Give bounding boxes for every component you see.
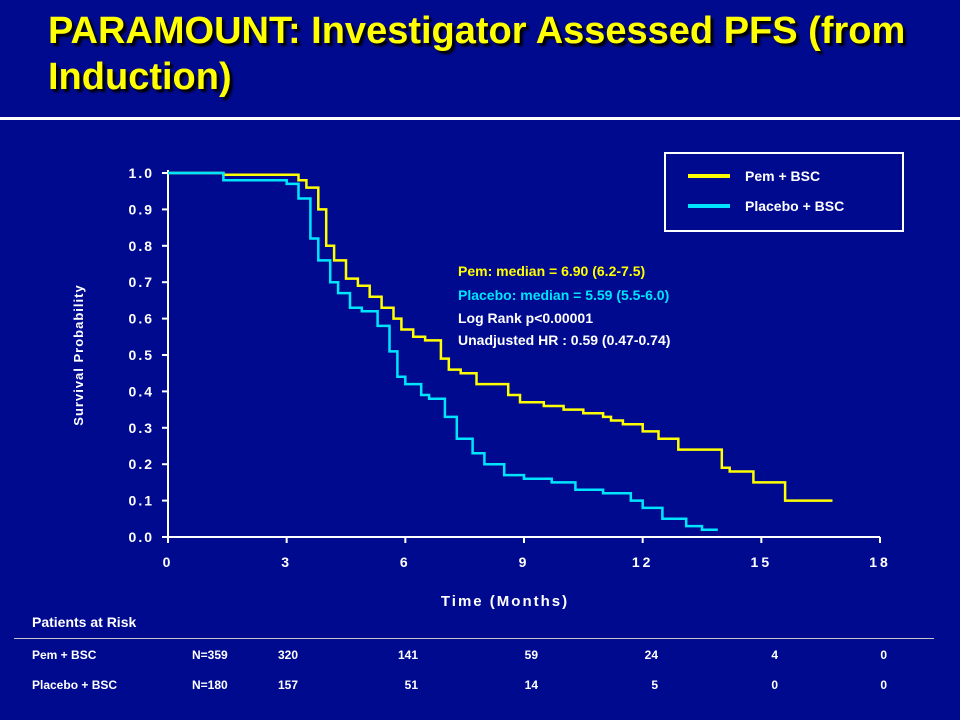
risk-count: 141 xyxy=(397,648,418,662)
y-tick-label: 0.3 xyxy=(129,420,154,436)
y-tick-label: 0.2 xyxy=(129,456,154,472)
x-tick-label: 3 xyxy=(281,554,292,570)
legend-label-pem: Pem + BSC xyxy=(745,168,820,184)
y-tick-label: 0.9 xyxy=(129,201,154,217)
y-tick-label: 0.5 xyxy=(129,347,154,363)
series-line-pem xyxy=(168,171,833,502)
risk-count-baseline: N=359 xyxy=(192,648,228,662)
x-tick-label: 9 xyxy=(519,554,530,570)
risk-row-label: Placebo + BSC xyxy=(32,678,118,692)
chart-axes: 0.0 0.1 0.2 0.3 0.4 0.5 0.6 0.7 0.8 0.9 1.0 0 3 6 9 12 1… xyxy=(129,165,891,570)
y-tick-label: 1.0 xyxy=(129,165,154,181)
risk-count: 0 xyxy=(771,678,778,692)
legend-box xyxy=(664,152,904,232)
risk-count: 0 xyxy=(880,678,887,692)
legend-label-placebo: Placebo + BSC xyxy=(745,198,844,214)
pem-median-text: Pem: median = 6.90 (6.2-7.5) xyxy=(458,263,645,279)
x-tick-label: 18 xyxy=(869,554,891,570)
placebo-median-text: Placebo: median = 5.59 (5.5-6.0) xyxy=(458,287,669,303)
x-axis-label: Time (Months) xyxy=(441,593,569,610)
y-tick-label: 0.0 xyxy=(129,529,154,545)
series-line-placebo xyxy=(168,171,718,531)
risk-count: 4 xyxy=(771,648,778,662)
y-tick-label: 0.6 xyxy=(129,311,154,327)
y-tick-label: 0.1 xyxy=(129,493,154,509)
risk-count-baseline: N=180 xyxy=(192,678,228,692)
x-tick-label: 15 xyxy=(751,554,773,570)
slide-title: PARAMOUNT: Investigator Assessed PFS (fr… xyxy=(48,10,906,98)
hazard-ratio-text: Unadjusted HR : 0.59 (0.47-0.74) xyxy=(458,332,670,348)
y-tick-label: 0.4 xyxy=(129,383,154,399)
title-divider xyxy=(0,117,960,120)
risk-table-divider xyxy=(14,638,934,639)
risk-count: 51 xyxy=(404,678,418,692)
y-tick-label: 0.8 xyxy=(129,238,154,254)
chart-curves xyxy=(168,171,833,531)
x-tick-label: 12 xyxy=(632,554,654,570)
risk-count: 24 xyxy=(644,648,658,662)
risk-count: 14 xyxy=(524,678,538,692)
risk-row-placebo: Placebo + BSC N=180 157 51 14 5 0 0 xyxy=(0,678,960,698)
risk-table-title: Patients at Risk xyxy=(32,614,137,630)
y-axis-label: Survival Probability xyxy=(71,284,86,425)
risk-count: 5 xyxy=(651,678,658,692)
legend: Pem + BSC Placebo + BSC xyxy=(664,152,904,232)
x-tick-label: 0 xyxy=(163,554,174,570)
risk-count: 320 xyxy=(277,648,298,662)
risk-row-label: Pem + BSC xyxy=(32,648,97,662)
risk-count: 0 xyxy=(880,648,887,662)
km-chart: 0.0 0.1 0.2 0.3 0.4 0.5 0.6 0.7 0.8 0.9 1.0 0 3 6 9 12 1… xyxy=(71,152,904,610)
logrank-text: Log Rank p<0.00001 xyxy=(458,310,593,326)
risk-count: 157 xyxy=(277,678,298,692)
risk-count: 59 xyxy=(524,648,538,662)
x-tick-label: 6 xyxy=(400,554,411,570)
stats-annotation: Pem: median = 6.90 (6.2-7.5) Placebo: me… xyxy=(458,263,670,348)
y-tick-label: 0.7 xyxy=(129,274,154,290)
risk-row-pem: Pem + BSC N=359 320 141 59 24 4 0 xyxy=(0,648,960,668)
